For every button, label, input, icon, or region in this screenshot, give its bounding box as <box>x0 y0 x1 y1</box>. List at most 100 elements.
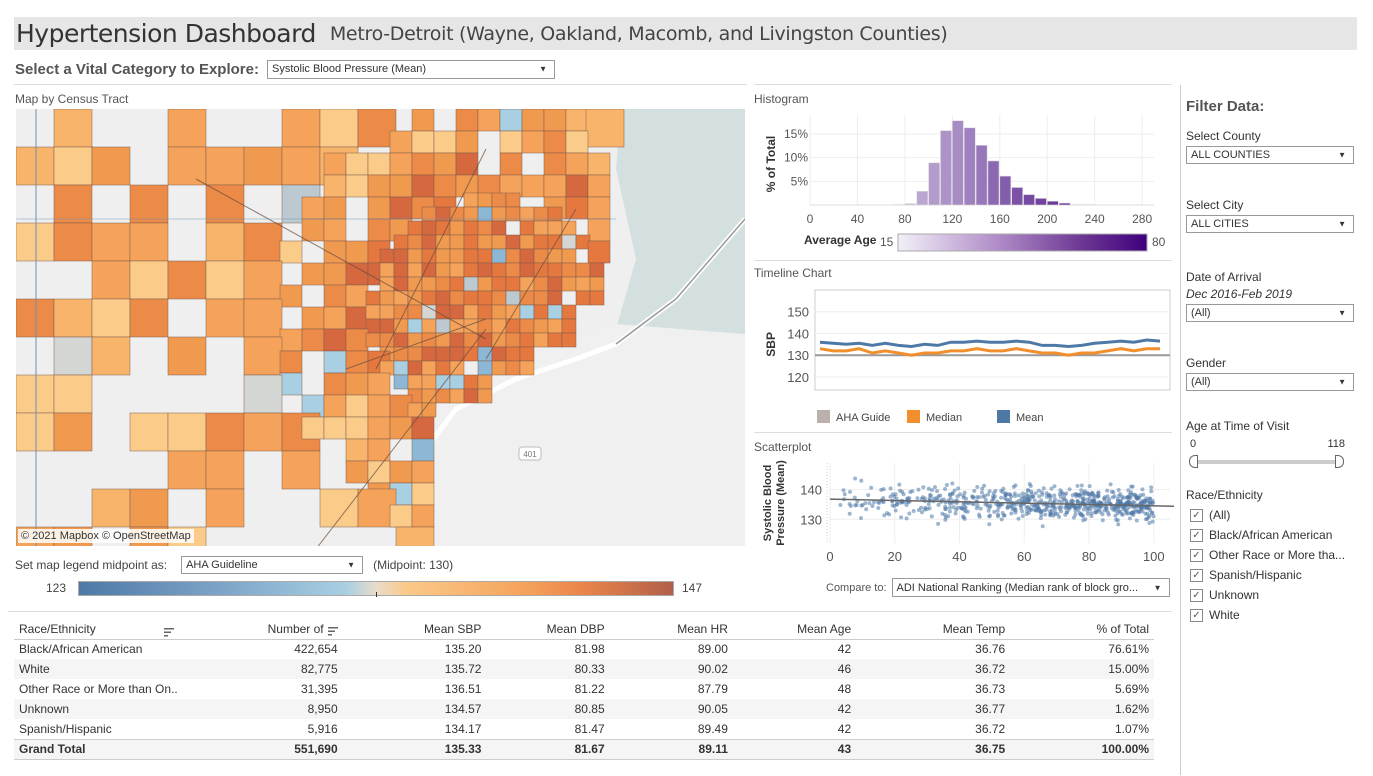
census-tract[interactable] <box>505 360 521 376</box>
census-tract[interactable] <box>167 146 207 186</box>
scatter-point[interactable] <box>1016 516 1021 521</box>
scatter-point[interactable] <box>922 496 927 501</box>
scatter-point[interactable] <box>995 508 1000 513</box>
table-row[interactable]: Unknown 8,950 134.57 80.85 90.05 42 36.77 1.62% <box>14 699 1154 719</box>
census-tract[interactable] <box>205 412 245 452</box>
census-tract[interactable] <box>505 290 521 306</box>
scatter-point[interactable] <box>1075 499 1080 504</box>
census-tract[interactable] <box>505 234 521 250</box>
census-tract[interactable] <box>463 374 479 390</box>
census-tract[interactable] <box>561 304 577 320</box>
census-tract[interactable] <box>53 184 93 224</box>
scatter-point[interactable] <box>1134 518 1139 523</box>
census-tract[interactable] <box>393 290 409 306</box>
census-tract[interactable] <box>323 306 347 330</box>
census-tract[interactable] <box>389 174 413 198</box>
histogram-bar[interactable] <box>1023 194 1035 206</box>
scatter-point[interactable] <box>1142 500 1147 505</box>
census-tract[interactable] <box>407 276 423 292</box>
scatter-point[interactable] <box>929 514 934 519</box>
census-tract[interactable] <box>455 130 479 154</box>
scatter-point[interactable] <box>1058 488 1063 493</box>
census-tract[interactable] <box>533 318 549 334</box>
census-tract[interactable] <box>499 130 523 154</box>
census-tract[interactable] <box>477 109 501 132</box>
scatter-point[interactable] <box>950 481 955 486</box>
census-tract[interactable] <box>433 152 457 176</box>
scatter-point[interactable] <box>1124 495 1129 500</box>
census-tract[interactable] <box>547 332 563 348</box>
histogram-bar[interactable] <box>1035 198 1047 206</box>
census-tract[interactable] <box>565 174 589 198</box>
census-tract[interactable] <box>323 372 347 396</box>
census-tract[interactable] <box>587 152 611 176</box>
scatter-point[interactable] <box>1105 488 1110 493</box>
scatter-point[interactable] <box>893 492 898 497</box>
county-dropdown[interactable]: ALL COUNTIES ▼ <box>1186 146 1354 164</box>
scatter-point[interactable] <box>1081 518 1086 523</box>
scatter-point[interactable] <box>1065 510 1070 515</box>
column-header[interactable]: Mean HR <box>609 619 733 640</box>
census-tract[interactable] <box>407 304 423 320</box>
census-tract[interactable] <box>345 152 369 176</box>
scatter-point[interactable] <box>1013 494 1018 498</box>
histogram-bar[interactable] <box>928 162 940 206</box>
scatter-point[interactable] <box>881 500 886 505</box>
census-tract[interactable] <box>491 304 507 320</box>
census-tract[interactable] <box>477 234 493 250</box>
scatter-point[interactable] <box>1100 518 1105 523</box>
census-tract[interactable] <box>367 196 391 220</box>
scatter-point[interactable] <box>1147 521 1152 525</box>
census-tract[interactable] <box>323 218 347 242</box>
scatter-point[interactable] <box>1127 516 1132 521</box>
census-tract[interactable] <box>575 290 591 306</box>
census-tract[interactable] <box>205 488 245 528</box>
census-tract[interactable] <box>393 360 409 376</box>
census-tract[interactable] <box>421 332 437 348</box>
histogram-bar[interactable] <box>1058 202 1071 206</box>
scatter-point[interactable] <box>848 504 853 508</box>
census-tract[interactable] <box>411 482 435 506</box>
census-tract[interactable] <box>365 332 381 348</box>
scatter-point[interactable] <box>915 496 920 501</box>
histogram-bar[interactable] <box>916 190 929 206</box>
census-tract[interactable] <box>393 304 409 320</box>
census-tract[interactable] <box>449 332 465 348</box>
census-tract[interactable] <box>455 109 479 132</box>
census-tract[interactable] <box>561 234 577 250</box>
scatter-point[interactable] <box>898 500 903 505</box>
census-tract[interactable] <box>587 196 611 220</box>
scatter-point[interactable] <box>1063 506 1068 510</box>
scatter-point[interactable] <box>1060 499 1064 504</box>
census-tract[interactable] <box>519 220 535 236</box>
census-tract[interactable] <box>521 109 545 132</box>
scatter-point[interactable] <box>1058 494 1063 499</box>
scatter-point[interactable] <box>991 491 996 496</box>
scatter-point[interactable] <box>970 494 975 499</box>
legend-item-aha-guide[interactable]: AHA Guide <box>817 410 890 424</box>
census-tract[interactable] <box>281 146 321 186</box>
census-tract[interactable] <box>205 260 245 300</box>
census-tract[interactable] <box>389 152 413 176</box>
date-dropdown[interactable]: (All) ▼ <box>1186 304 1354 322</box>
scatter-point[interactable] <box>859 516 863 521</box>
scatter-point[interactable] <box>893 508 898 513</box>
scatter-point[interactable] <box>1132 501 1137 505</box>
scatter-point[interactable] <box>1040 509 1045 514</box>
scatter-point[interactable] <box>999 517 1004 522</box>
census-tract[interactable] <box>519 248 535 264</box>
census-tract[interactable] <box>543 152 567 176</box>
scatter-point[interactable] <box>921 485 926 490</box>
grand-total-row[interactable]: Grand Total 551,690 135.33 81.67 89.11 43 36.7… <box>14 738 1154 760</box>
census-tract[interactable] <box>505 276 521 292</box>
census-tract[interactable] <box>519 262 535 278</box>
scatter-point[interactable] <box>1090 498 1095 503</box>
scatter-point[interactable] <box>1128 495 1133 500</box>
scatter-point[interactable] <box>1150 511 1155 515</box>
scatter-point[interactable] <box>977 495 982 500</box>
scatter-point[interactable] <box>965 509 970 514</box>
scatter-point[interactable] <box>926 486 931 491</box>
census-tract[interactable] <box>421 374 437 390</box>
scatter-point[interactable] <box>975 503 980 508</box>
census-tract[interactable] <box>433 174 457 198</box>
